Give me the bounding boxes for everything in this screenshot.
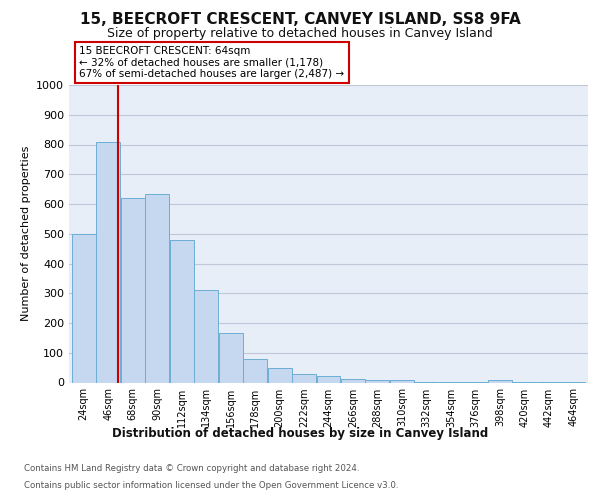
Bar <box>365 380 389 382</box>
Bar <box>243 358 267 382</box>
Bar <box>71 234 95 382</box>
Bar <box>194 290 218 382</box>
Bar <box>170 240 194 382</box>
Bar <box>218 334 242 382</box>
Bar <box>488 380 512 382</box>
Bar <box>96 142 120 382</box>
Text: Distribution of detached houses by size in Canvey Island: Distribution of detached houses by size … <box>112 428 488 440</box>
Bar <box>341 379 365 382</box>
Text: Size of property relative to detached houses in Canvey Island: Size of property relative to detached ho… <box>107 28 493 40</box>
Bar <box>121 198 145 382</box>
Bar <box>268 368 292 382</box>
Bar <box>292 374 316 382</box>
Text: Contains public sector information licensed under the Open Government Licence v3: Contains public sector information licen… <box>24 481 398 490</box>
Y-axis label: Number of detached properties: Number of detached properties <box>20 146 31 322</box>
Text: 15 BEECROFT CRESCENT: 64sqm
← 32% of detached houses are smaller (1,178)
67% of : 15 BEECROFT CRESCENT: 64sqm ← 32% of det… <box>79 46 344 79</box>
Bar <box>317 376 340 382</box>
Text: Contains HM Land Registry data © Crown copyright and database right 2024.: Contains HM Land Registry data © Crown c… <box>24 464 359 473</box>
Bar <box>145 194 169 382</box>
Text: 15, BEECROFT CRESCENT, CANVEY ISLAND, SS8 9FA: 15, BEECROFT CRESCENT, CANVEY ISLAND, SS… <box>80 12 520 28</box>
Bar <box>390 380 414 382</box>
